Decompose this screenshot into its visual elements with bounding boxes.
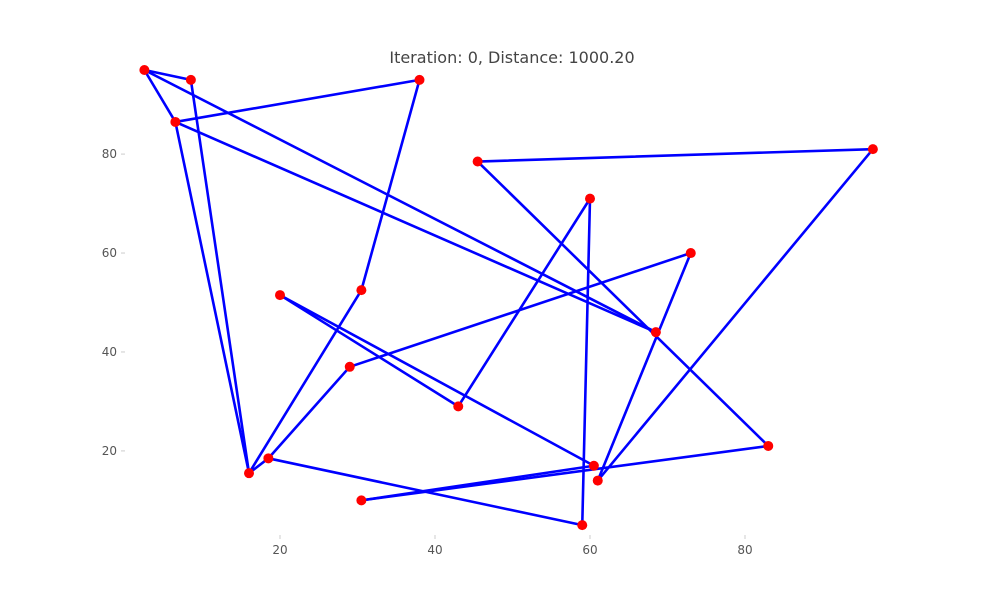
city-point bbox=[356, 495, 367, 506]
route-segment bbox=[267, 365, 352, 460]
city-point bbox=[139, 65, 150, 75]
city-point bbox=[592, 475, 603, 486]
route-segment bbox=[174, 120, 251, 475]
x-tick-label: 20 bbox=[272, 543, 287, 557]
city-point bbox=[356, 285, 367, 296]
city-point bbox=[344, 361, 355, 372]
route-segment bbox=[267, 457, 584, 527]
x-axis-ticks: 20 40 60 80 bbox=[272, 535, 753, 557]
route-segment bbox=[174, 78, 421, 124]
route-segment bbox=[456, 197, 592, 408]
city-point bbox=[588, 460, 599, 471]
city-point bbox=[472, 156, 483, 167]
city-point bbox=[685, 248, 696, 259]
city-point bbox=[244, 468, 254, 479]
route-segment bbox=[278, 293, 596, 468]
city-markers bbox=[139, 65, 878, 531]
route-segment bbox=[143, 68, 658, 334]
route-segment bbox=[476, 160, 770, 448]
route-path bbox=[143, 68, 875, 527]
city-point bbox=[867, 144, 878, 155]
route-segment bbox=[278, 293, 460, 408]
route-segment bbox=[596, 251, 693, 482]
city-point bbox=[185, 74, 196, 85]
y-tick-label: 20 bbox=[102, 444, 117, 458]
city-point bbox=[650, 327, 661, 338]
city-point bbox=[453, 401, 464, 412]
city-point bbox=[763, 440, 774, 451]
x-tick-label: 80 bbox=[737, 543, 752, 557]
route-segment bbox=[174, 120, 658, 334]
route-segment bbox=[143, 68, 193, 82]
y-axis-ticks: 20 40 60 80 bbox=[102, 147, 125, 458]
city-point bbox=[577, 520, 588, 531]
route-segment bbox=[360, 464, 596, 502]
city-point bbox=[170, 116, 181, 127]
x-tick-label: 60 bbox=[582, 543, 597, 557]
route-segment bbox=[596, 147, 875, 482]
route-segment bbox=[143, 68, 177, 124]
x-tick-label: 40 bbox=[427, 543, 442, 557]
city-point bbox=[275, 290, 285, 301]
chart-title: Iteration: 0, Distance: 1000.20 bbox=[389, 48, 634, 67]
route-segment bbox=[247, 288, 363, 475]
city-point bbox=[414, 74, 425, 85]
route-segment bbox=[476, 147, 875, 163]
y-tick-label: 60 bbox=[102, 246, 117, 260]
route-segment bbox=[360, 78, 421, 292]
y-tick-label: 40 bbox=[102, 345, 117, 359]
y-tick-label: 80 bbox=[102, 147, 117, 161]
city-point bbox=[263, 453, 274, 464]
route-segment bbox=[580, 197, 592, 527]
city-point bbox=[585, 193, 595, 204]
route-segment bbox=[189, 78, 251, 475]
